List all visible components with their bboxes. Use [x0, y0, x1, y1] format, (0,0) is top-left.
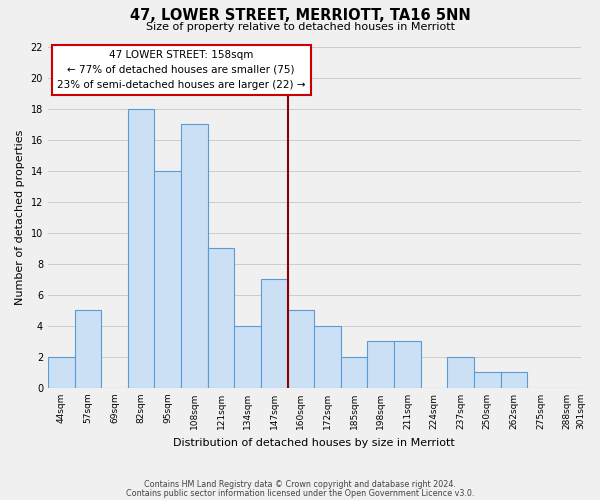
Bar [367, 342, 394, 388]
Text: Contains HM Land Registry data © Crown copyright and database right 2024.: Contains HM Land Registry data © Crown c… [144, 480, 456, 489]
Text: Contains public sector information licensed under the Open Government Licence v3: Contains public sector information licen… [126, 488, 474, 498]
Bar [48, 357, 74, 388]
Bar [500, 372, 527, 388]
Y-axis label: Number of detached properties: Number of detached properties [15, 130, 25, 305]
Bar [261, 280, 287, 388]
Bar [128, 108, 154, 388]
Bar [74, 310, 101, 388]
Bar [314, 326, 341, 388]
Bar [341, 357, 367, 388]
Bar [448, 357, 474, 388]
Bar [474, 372, 500, 388]
X-axis label: Distribution of detached houses by size in Merriott: Distribution of detached houses by size … [173, 438, 455, 448]
Text: 47, LOWER STREET, MERRIOTT, TA16 5NN: 47, LOWER STREET, MERRIOTT, TA16 5NN [130, 8, 470, 22]
Bar [181, 124, 208, 388]
Bar [287, 310, 314, 388]
Bar [154, 170, 181, 388]
Bar [235, 326, 261, 388]
Bar [208, 248, 235, 388]
Text: 47 LOWER STREET: 158sqm
← 77% of detached houses are smaller (75)
23% of semi-de: 47 LOWER STREET: 158sqm ← 77% of detache… [57, 50, 305, 90]
Text: Size of property relative to detached houses in Merriott: Size of property relative to detached ho… [146, 22, 455, 32]
Bar [394, 342, 421, 388]
